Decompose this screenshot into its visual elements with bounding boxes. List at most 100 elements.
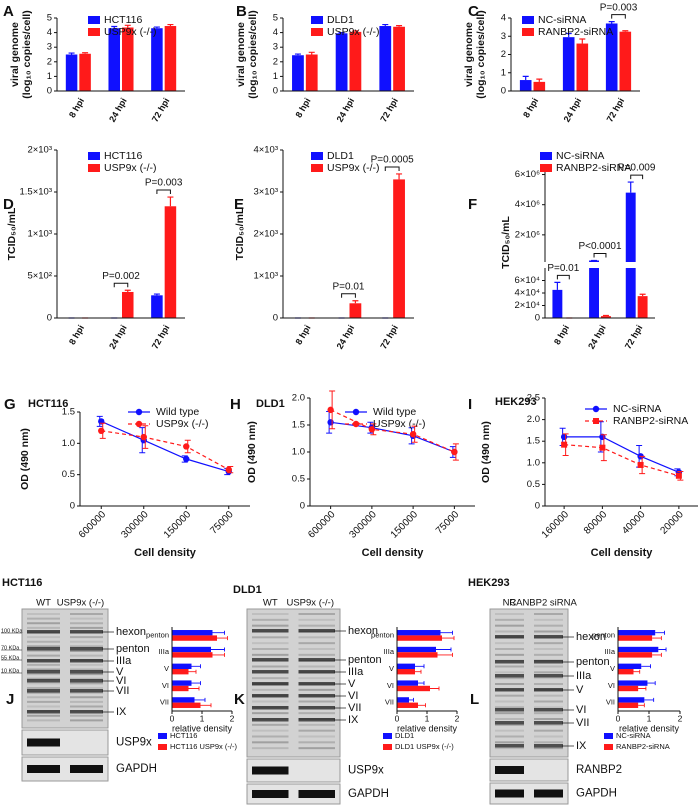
blot-band	[252, 658, 289, 662]
blot-band	[534, 721, 563, 725]
lane-label: WT	[36, 598, 51, 609]
bar	[576, 43, 589, 91]
x-tick-label: 72 hpi	[623, 323, 645, 351]
legend-swatch	[540, 152, 552, 160]
y-axis-label: OD (490 nm)	[480, 421, 492, 483]
blot-band	[27, 622, 60, 625]
x-axis-label: Cell density	[362, 547, 425, 559]
p-value-label: P=0.003	[145, 178, 183, 189]
blot-band	[495, 721, 524, 725]
blot-band	[252, 694, 289, 698]
bar	[397, 702, 418, 708]
error-bar	[565, 32, 572, 38]
band-label: IIIa	[116, 655, 132, 667]
blot-band	[252, 729, 289, 732]
error-bar	[194, 697, 206, 702]
blot-band	[70, 654, 103, 657]
lane-label: USP9x (-/-)	[57, 598, 105, 609]
y-tick-label: 1.5	[292, 420, 305, 431]
y-axis-label: (log₁₀ copies/cell)	[247, 10, 259, 98]
error-bar	[153, 293, 160, 296]
legend-label: RANBP2-siRNA	[613, 415, 688, 427]
band-label: IX	[348, 714, 359, 726]
legend-swatch	[158, 733, 167, 739]
y-tick-label: 3×10³	[253, 187, 278, 198]
p-value-label: P<0.0001	[578, 241, 622, 252]
data-point	[561, 441, 568, 448]
blot-band	[534, 700, 563, 703]
bar	[618, 663, 642, 669]
blot-band	[298, 642, 335, 645]
blot-band	[298, 735, 335, 738]
x-axis-label: relative density	[172, 723, 233, 733]
data-point	[327, 419, 334, 426]
blot-band	[534, 618, 563, 621]
blot-band	[534, 665, 563, 668]
blot-band	[27, 613, 60, 615]
blot-band	[298, 618, 335, 621]
legend-label: NC-siRNA	[616, 731, 651, 740]
error-bar	[82, 52, 89, 54]
bar	[605, 23, 618, 92]
y-tick-label: 2	[501, 49, 506, 60]
error-bar	[308, 51, 315, 55]
panel-letter: F	[468, 196, 477, 213]
bar	[533, 81, 546, 91]
x-tick-label: 72 hpi	[378, 96, 400, 124]
error-bar	[418, 703, 426, 708]
y-tick-label: V	[164, 664, 169, 673]
band-label: penton	[576, 656, 610, 668]
error-bar	[442, 636, 455, 641]
blot-band	[27, 710, 60, 714]
blot-band	[252, 766, 289, 775]
panel-letter: H	[230, 396, 241, 413]
y-tick-label: 1	[501, 67, 506, 78]
error-bar	[382, 23, 389, 27]
blot-band	[298, 653, 335, 656]
y-tick-label: 0	[273, 313, 278, 324]
y-tick-label: 0	[273, 86, 278, 97]
series-line	[101, 430, 230, 471]
panel-letter: A	[3, 3, 14, 20]
bar	[618, 685, 639, 692]
bar	[397, 680, 418, 686]
error-bar	[522, 75, 529, 81]
blot-band	[27, 719, 60, 722]
error-bar	[191, 681, 201, 686]
band-label: penton	[116, 643, 150, 655]
data-point	[327, 406, 334, 414]
blot-band	[27, 663, 60, 666]
bar	[335, 33, 348, 91]
y-axis-label: TCID₅₀/mL	[500, 216, 512, 269]
data-point	[98, 427, 105, 434]
bar	[625, 192, 636, 318]
blot-band	[495, 618, 524, 621]
blot-band	[70, 668, 103, 671]
legend-label: DLD1	[395, 731, 414, 740]
bar	[618, 680, 648, 686]
error-bar	[536, 78, 543, 82]
blot-band	[534, 729, 563, 732]
x-tick-label: 160000	[540, 509, 572, 541]
bar	[172, 652, 213, 658]
blot-band	[70, 636, 103, 639]
band-label: IX	[576, 740, 587, 752]
blot-band	[298, 624, 335, 627]
legend-swatch	[311, 152, 323, 160]
blot-band	[70, 613, 103, 615]
blot-band	[27, 654, 60, 657]
legend-label: USP9x (-/-)	[156, 418, 209, 430]
blot-band	[534, 744, 563, 748]
bar	[172, 680, 192, 686]
p-value-label: P=0.009	[618, 163, 656, 174]
legend-label: HCT116	[170, 731, 197, 740]
y-tick-label: 1	[273, 71, 278, 82]
blot-band	[534, 642, 563, 645]
blot-band	[70, 659, 103, 663]
bar	[172, 635, 217, 641]
band-label: IIIa	[576, 670, 592, 682]
legend-label: NC-siRNA	[556, 150, 604, 162]
error-bar	[430, 686, 440, 691]
panel-title: HEK293	[468, 577, 510, 589]
blot-band	[70, 622, 103, 625]
